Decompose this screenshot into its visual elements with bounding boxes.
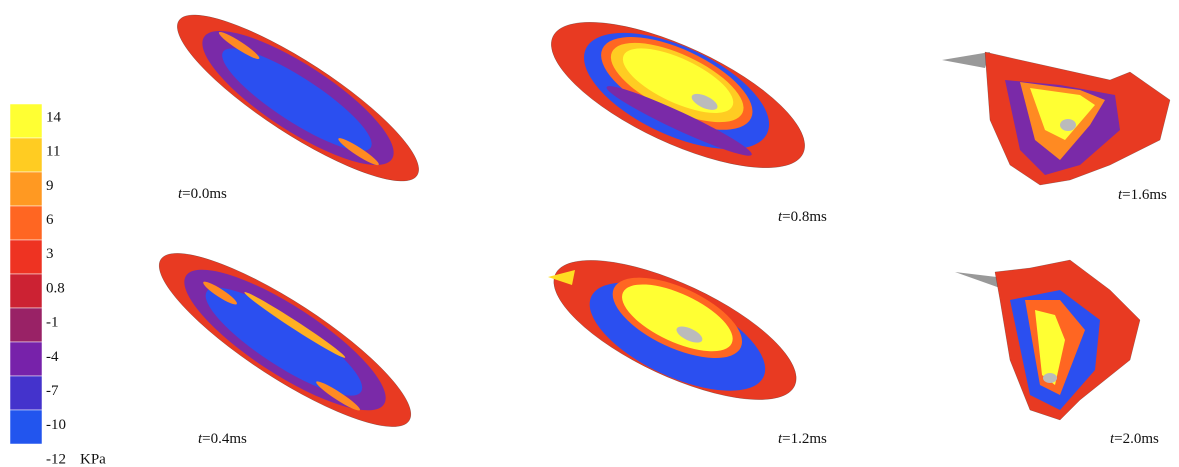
time-value: =2.0ms <box>1114 431 1159 447</box>
colorbar-box <box>9 103 43 139</box>
shape-t04 <box>158 253 412 427</box>
time-label: t=0.8ms <box>778 209 827 225</box>
colorbar-box <box>9 205 43 241</box>
colorbar-label: 3 <box>46 246 54 262</box>
colorbar-box <box>9 341 43 377</box>
time-var: t <box>778 431 783 447</box>
colorbar-label: 11 <box>46 144 60 160</box>
shape-t08 <box>551 22 805 168</box>
shape-t20 <box>955 259 1141 421</box>
time-label: t=2.0ms <box>1110 431 1159 447</box>
colorbar-label: 0.8 <box>46 280 65 296</box>
colorbar-box <box>9 273 43 309</box>
time-var: t <box>178 186 183 202</box>
time-var: t <box>1118 187 1123 203</box>
shape-t12 <box>553 260 797 400</box>
time-var: t <box>198 431 203 447</box>
colorbar-label: -12 <box>46 451 66 467</box>
colorbar-label: 9 <box>46 178 54 194</box>
colorbar-box <box>9 409 43 445</box>
colorbar-box <box>9 375 43 411</box>
time-value: =0.8ms <box>782 209 827 225</box>
colorbar-box <box>9 307 43 343</box>
shape-tip <box>548 270 575 285</box>
colorbar-box <box>9 239 43 275</box>
time-label: t=1.6ms <box>1118 187 1167 203</box>
colorbar-unit: KPa <box>80 451 106 467</box>
time-label: t=0.4ms <box>198 431 247 447</box>
colorbar-label: -1 <box>46 315 59 331</box>
colorbar-box <box>9 137 43 173</box>
colorbar-label: -10 <box>46 417 66 433</box>
time-label: t=1.2ms <box>778 431 827 447</box>
time-value: =0.0ms <box>182 186 227 202</box>
colorbar-label: -4 <box>46 349 59 365</box>
time-value: =0.4ms <box>202 431 247 447</box>
time-var: t <box>778 209 783 225</box>
time-value: =1.2ms <box>782 431 827 447</box>
colorbar-label: 6 <box>46 212 54 228</box>
time-label: t=0.0ms <box>178 186 227 202</box>
colorbar-label: -7 <box>46 383 59 399</box>
time-var: t <box>1110 431 1115 447</box>
shape-t00 <box>177 14 419 182</box>
colorbar-box <box>9 171 43 207</box>
shape-t16 <box>942 51 1171 186</box>
colorbar-label: 14 <box>46 109 62 125</box>
time-value: =1.6ms <box>1122 187 1167 203</box>
